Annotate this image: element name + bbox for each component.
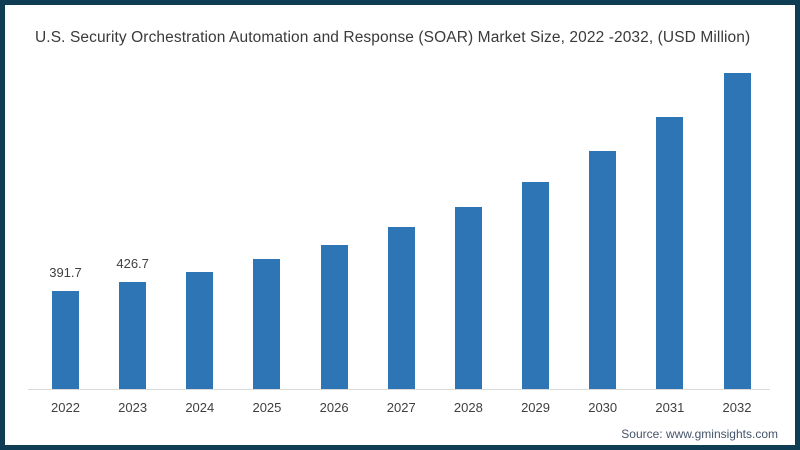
chart-title: U.S. Security Orchestration Automation a… <box>35 29 751 46</box>
bar-2029 <box>522 181 550 389</box>
x-tick-label-2030: 2030 <box>588 400 618 415</box>
data-label-2022: 391.7 <box>49 264 82 280</box>
x-tick-label-2028: 2028 <box>453 400 483 415</box>
bar-2022 <box>52 290 79 389</box>
x-tick-label-2022: 2022 <box>51 400 80 415</box>
bar-2027 <box>387 227 415 389</box>
bar-2026 <box>320 244 348 389</box>
x-tick-label-2024: 2024 <box>185 400 215 415</box>
bar-2028 <box>454 206 482 389</box>
x-tick-label-2032: 2032 <box>722 400 752 415</box>
bar-2032 <box>723 72 751 389</box>
x-tick-label-2027: 2027 <box>386 400 416 415</box>
bar-2023 <box>119 282 147 389</box>
bar-2024 <box>186 271 214 389</box>
bar-2030 <box>589 151 617 389</box>
x-tick-label-2025: 2025 <box>252 400 282 415</box>
source-attribution: Source: www.gminsights.com <box>621 427 778 441</box>
x-tick-label-2026: 2026 <box>319 400 349 415</box>
bar-2031 <box>656 116 684 389</box>
x-tick-label-2023: 2023 <box>118 400 148 415</box>
x-tick-label-2031: 2031 <box>655 400 685 415</box>
bar-2025 <box>253 259 281 389</box>
x-tick-label-2029: 2029 <box>521 400 550 415</box>
x-axis-line <box>28 389 770 390</box>
data-label-2023: 426.7 <box>116 256 149 271</box>
